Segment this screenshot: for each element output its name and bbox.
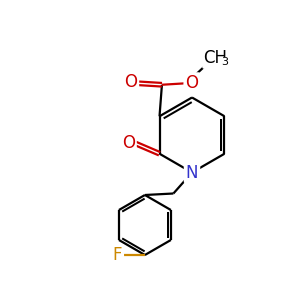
Text: CH: CH [204,49,228,68]
Text: N: N [186,164,198,181]
Text: O: O [185,74,198,92]
Text: O: O [122,134,135,152]
Text: O: O [124,73,137,91]
Text: F: F [112,246,122,264]
Text: 3: 3 [221,57,228,67]
